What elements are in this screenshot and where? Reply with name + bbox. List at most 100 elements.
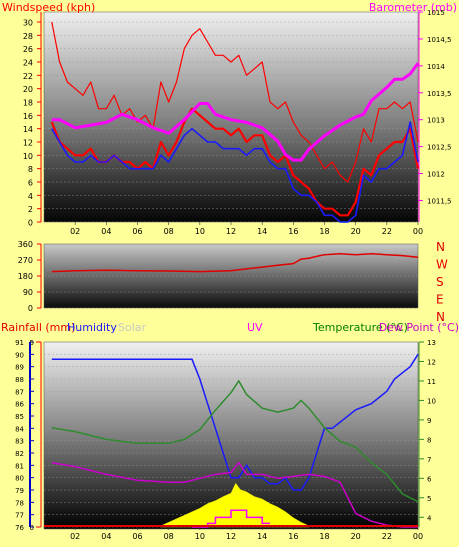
rain-tick-label: 0 (30, 524, 34, 532)
x-tick-label: 04 (101, 227, 111, 236)
average-series-line (51, 121, 419, 223)
right-tick-label: 1011,5 (427, 197, 452, 205)
humidity-tick-label: 88 (15, 376, 24, 384)
y-tick-label: 8 (28, 165, 33, 174)
compass-label: W (436, 258, 448, 272)
y-tick-label: 26 (23, 45, 33, 54)
right-tick-label: 1013,5 (427, 90, 452, 98)
x-tick-label: 22 (382, 532, 392, 541)
right-tick-label: 1013 (427, 117, 445, 125)
x-tick-label: 06 (132, 532, 142, 541)
compass-label: E (436, 293, 444, 307)
wind-speed-label: Windspeed (kph) (2, 1, 95, 14)
x-tick-label: 02 (70, 532, 80, 541)
barometer-series-line (51, 62, 420, 162)
x-tick-label: 00 (413, 532, 423, 541)
compass-label: S (436, 275, 444, 289)
y-tick-label: 180 (18, 272, 33, 281)
humidity-tick-label: 82 (15, 450, 24, 458)
solar-label: Solar (118, 321, 147, 334)
temperature-series-line (51, 379, 419, 503)
y-tick-label: 360 (18, 240, 33, 249)
temperature-tick-label: 11 (427, 378, 436, 386)
solar-series-area (160, 482, 310, 528)
humidity-tick-label: 83 (15, 438, 24, 446)
x-tick-label: 10 (195, 227, 205, 236)
temperature-tick-label: 4 (427, 514, 432, 522)
humidity-tick-label: 84 (15, 425, 24, 433)
y-tick-label: 270 (18, 256, 33, 265)
x-tick-label: 16 (288, 532, 298, 541)
x-tick-label: 00 (413, 227, 423, 236)
y-tick-label: 4 (28, 192, 33, 201)
humidity-tick-label: 89 (15, 364, 24, 372)
x-tick-label: 10 (195, 532, 205, 541)
wind-panel-plot-area (43, 11, 419, 223)
humidity-tick-label: 77 (15, 512, 24, 520)
temperature-label: Temperature (°C) (312, 321, 408, 334)
humidity-label: Humidity (67, 321, 117, 334)
x-tick-label: 12 (226, 227, 236, 236)
x-tick-label: 14 (257, 227, 267, 236)
x-tick-label: 12 (226, 532, 236, 541)
rainfall-label: Rainfall (mm) (1, 321, 75, 334)
x-tick-label: 06 (132, 227, 142, 236)
y-tick-label: 30 (23, 19, 33, 28)
direction-series-line (51, 253, 419, 273)
humidity-tick-label: 76 (15, 524, 24, 532)
y-tick-label: 20 (23, 85, 33, 94)
y-tick-label: 16 (23, 112, 33, 121)
temperature-tick-label: 7 (427, 456, 431, 464)
rain-tick-label: 5 (30, 339, 34, 347)
x-tick-label: 22 (382, 227, 392, 236)
y-tick-label: 2 (28, 205, 33, 214)
humidity-tick-label: 85 (15, 413, 24, 421)
x-tick-label: 08 (164, 532, 174, 541)
compass-label: N (436, 310, 445, 324)
temperature-tick-label: 8 (427, 436, 431, 444)
x-tick-label: 18 (319, 227, 329, 236)
x-tick-label: 08 (164, 227, 174, 236)
temperature-tick-label: 6 (427, 475, 432, 483)
humidity-tick-label: 78 (15, 499, 24, 507)
temperature-tick-label: 12 (427, 358, 436, 366)
y-tick-label: 28 (23, 32, 33, 41)
x-tick-label: 02 (70, 227, 80, 236)
y-tick-label: 18 (23, 99, 33, 108)
right-tick-label: 1014,5 (427, 36, 452, 44)
humidity-tick-label: 87 (15, 388, 24, 396)
y-tick-label: 6 (28, 179, 33, 188)
x-tick-label: 16 (288, 227, 298, 236)
barometer-label: Barometer (mb) (369, 1, 457, 14)
right-tick-label: 1014 (427, 63, 445, 71)
humidity-tick-label: 90 (15, 351, 24, 359)
y-tick-label: 22 (23, 72, 33, 81)
humidity-series-line (51, 353, 419, 491)
right-tick-label: 1012,5 (427, 144, 452, 152)
uv-label: UV (247, 321, 263, 334)
y-tick-label: 0 (28, 304, 33, 313)
humidity-tick-label: 79 (15, 487, 24, 495)
humidity-tick-label: 86 (15, 401, 24, 409)
temperature-tick-label: 5 (427, 495, 431, 503)
x-tick-label: 20 (351, 532, 361, 541)
humidity-tick-label: 91 (15, 339, 24, 347)
x-tick-label: 18 (319, 532, 329, 541)
temperature-tick-label: 9 (427, 417, 431, 425)
x-tick-label: 20 (351, 227, 361, 236)
right-tick-label: 1015 (427, 9, 445, 17)
y-tick-label: 10 (23, 152, 33, 161)
humidity-tick-label: 81 (15, 462, 24, 470)
temperature-tick-label: 10 (427, 397, 436, 405)
gust-series-line (51, 21, 419, 183)
uv-series-line (192, 509, 270, 528)
x-tick-label: 14 (257, 532, 267, 541)
x-tick-label: 04 (101, 532, 111, 541)
y-tick-label: 12 (23, 139, 33, 148)
y-tick-label: 90 (23, 288, 33, 297)
y-tick-label: 14 (23, 125, 33, 134)
dew-point-label: Dew Point (°C) (379, 321, 459, 334)
right-tick-label: 1012 (427, 171, 445, 179)
y-tick-label: 0 (28, 219, 33, 228)
